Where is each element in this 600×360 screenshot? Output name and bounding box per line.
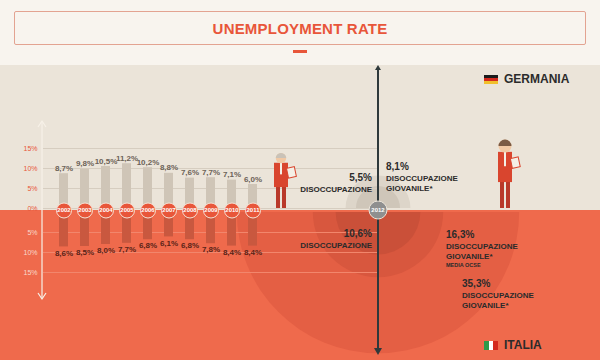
svg-text:5,5%: 5,5% [349, 172, 372, 183]
html-text:UNEMPLOYMENT RATE: UNEMPLOYMENT RATE [212, 19, 388, 37]
svg-text:6,8%: 6,8% [181, 241, 199, 250]
svg-text:7,7%: 7,7% [202, 168, 220, 177]
svg-text:8,0%: 8,0% [97, 246, 115, 255]
svg-text:8,5%: 8,5% [76, 248, 94, 257]
svg-text:10%: 10% [23, 165, 37, 172]
svg-text:15%: 15% [23, 145, 37, 152]
svg-text:DISOCCUPAZIONE: DISOCCUPAZIONE [386, 174, 459, 183]
svg-text:GIOVANILE*: GIOVANILE* [386, 184, 433, 193]
svg-text:2004: 2004 [99, 207, 113, 213]
svg-text:10%: 10% [23, 249, 37, 256]
svg-text:5%: 5% [27, 185, 37, 192]
svg-text:0%: 0% [27, 205, 37, 212]
svg-text:11,2%: 11,2% [116, 154, 138, 163]
svg-text:2005: 2005 [120, 207, 134, 213]
svg-text:2003: 2003 [78, 207, 92, 213]
svg-text:GIOVANILE*: GIOVANILE* [446, 252, 493, 261]
svg-text:8,8%: 8,8% [160, 163, 178, 172]
html-text:GERMANIA: GERMANIA [504, 72, 570, 86]
svg-text:7,1%: 7,1% [223, 170, 241, 179]
svg-text:8,4%: 8,4% [223, 248, 241, 257]
svg-text:7,6%: 7,6% [181, 168, 199, 177]
html-text:ITALIA: ITALIA [504, 338, 542, 352]
svg-text:DISOCCUPAZIONE: DISOCCUPAZIONE [300, 185, 373, 194]
svg-text:DISOCCUPAZIONE: DISOCCUPAZIONE [446, 242, 519, 251]
svg-text:2006: 2006 [141, 207, 155, 213]
svg-text:6,1%: 6,1% [160, 239, 178, 248]
svg-text:16,3%: 16,3% [446, 229, 474, 240]
svg-text:7,7%: 7,7% [118, 245, 136, 254]
svg-text:GIOVANILE*: GIOVANILE* [462, 301, 509, 310]
svg-text:2002: 2002 [57, 207, 71, 213]
svg-text:10,6%: 10,6% [344, 228, 372, 239]
svg-text:15%: 15% [23, 269, 37, 276]
svg-text:DISOCCUPAZIONE: DISOCCUPAZIONE [300, 241, 373, 250]
svg-text:8,4%: 8,4% [244, 248, 262, 257]
svg-text:7,8%: 7,8% [202, 245, 220, 254]
svg-text:35,3%: 35,3% [462, 278, 490, 289]
svg-text:2011: 2011 [246, 207, 260, 213]
svg-text:2007: 2007 [162, 207, 176, 213]
svg-text:2010: 2010 [225, 207, 239, 213]
svg-text:10,5%: 10,5% [95, 157, 118, 166]
svg-text:DISOCCUPAZIONE: DISOCCUPAZIONE [462, 291, 535, 300]
svg-text:MEDIA OCSE: MEDIA OCSE [446, 262, 481, 268]
svg-text:9,8%: 9,8% [76, 159, 94, 168]
svg-text:10,2%: 10,2% [137, 158, 160, 167]
svg-text:6,8%: 6,8% [139, 241, 157, 250]
svg-text:8,6%: 8,6% [55, 249, 73, 258]
svg-text:8,7%: 8,7% [55, 164, 73, 173]
svg-text:5%: 5% [27, 229, 37, 236]
svg-text:8,1%: 8,1% [386, 161, 409, 172]
svg-text:2009: 2009 [204, 207, 218, 213]
svg-text:2012: 2012 [371, 207, 385, 213]
svg-text:2008: 2008 [183, 207, 197, 213]
svg-text:6,0%: 6,0% [244, 175, 262, 184]
